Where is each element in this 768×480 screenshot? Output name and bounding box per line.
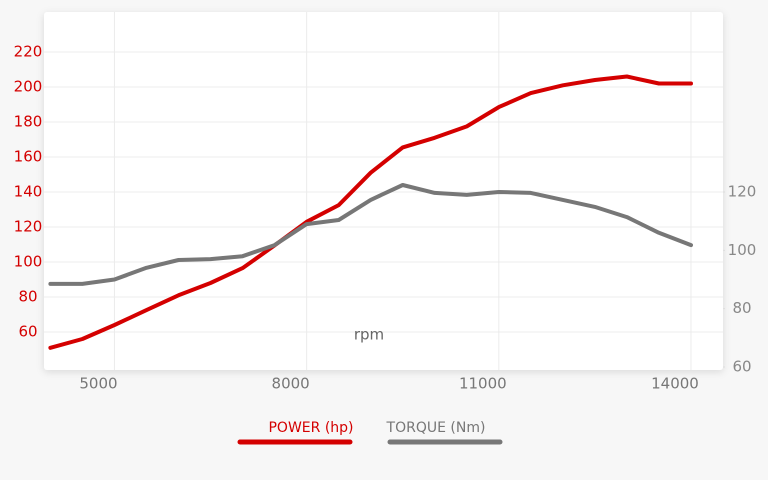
x-tick-label: 8000 <box>272 375 310 393</box>
y-tick-label: 220 <box>14 43 43 61</box>
y-tick-label: 140 <box>14 183 43 201</box>
y2-tick-label: 60 <box>732 358 751 376</box>
series-line <box>48 74 693 350</box>
x-tick-label: 14000 <box>651 375 699 393</box>
y-tick-label: 80 <box>18 288 37 306</box>
y2-tick-label: 80 <box>732 299 751 317</box>
x-tick-label: 5000 <box>79 375 117 393</box>
series-line <box>48 183 693 286</box>
legend-label: POWER (hp) <box>268 420 353 436</box>
chart-card <box>44 12 723 370</box>
y-tick-label: 180 <box>14 113 43 131</box>
legend-label: TORQUE (Nm) <box>386 420 486 436</box>
x-axis-label: rpm <box>354 326 384 344</box>
y-tick-label: 100 <box>14 253 43 271</box>
y2-tick-label: 120 <box>728 183 757 201</box>
y-tick-label: 200 <box>14 78 43 96</box>
x-tick-label: 11000 <box>459 375 507 393</box>
y-tick-label: 120 <box>14 218 43 236</box>
y-tick-label: 60 <box>18 323 37 341</box>
y-tick-label: 160 <box>14 148 43 166</box>
y2-tick-label: 100 <box>728 241 757 259</box>
